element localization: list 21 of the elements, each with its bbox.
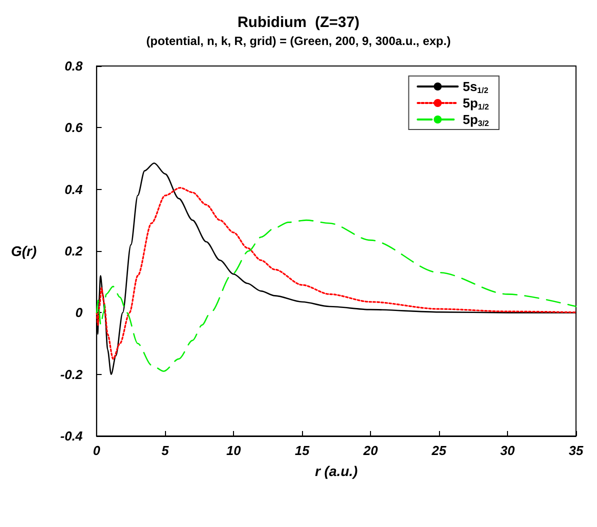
y-tick-label: -0.4: [60, 428, 84, 444]
x-tick-label: 30: [500, 443, 516, 458]
x-tick-label: 35: [568, 443, 584, 458]
y-tick-label: -0.2: [60, 366, 84, 382]
x-axis-title: r (a.u.): [314, 463, 358, 479]
y-tick-label: 0: [75, 305, 84, 320]
chart-subtitle: (potential, n, k, R, grid) = (Green, 200, 9, 300a.u., exp.): [146, 34, 451, 48]
x-tick-label: 0: [93, 443, 102, 458]
y-tick-label: 0.2: [64, 244, 84, 258]
y-tick-label: 0.8: [64, 58, 84, 74]
line-series: [96, 220, 577, 372]
y-tick-label: 0.4: [64, 182, 84, 197]
y-tick-label: 0.6: [64, 120, 84, 136]
line-series: [96, 186, 577, 360]
x-tick-label: 10: [226, 443, 242, 458]
x-tick-label: 25: [430, 443, 448, 458]
chart-title: Rubidium (Z=37): [237, 14, 360, 31]
x-tick-label: 15: [294, 443, 310, 458]
x-tick-label: 5: [162, 443, 170, 458]
x-tick-label: 20: [362, 443, 379, 458]
y-axis-title: G(r): [10, 243, 37, 259]
